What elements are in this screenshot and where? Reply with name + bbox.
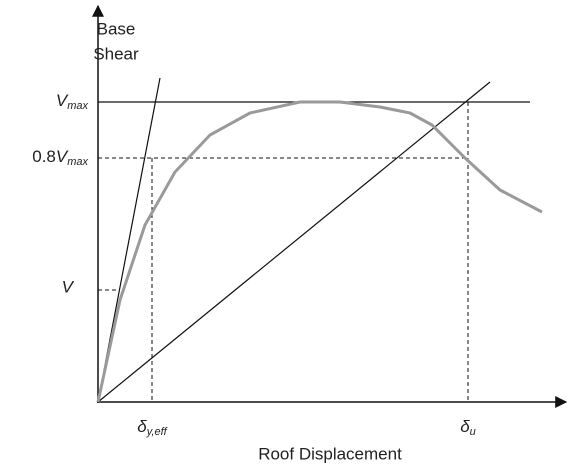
y-axis-label: Shear (93, 44, 139, 63)
delta-u-label: δu (460, 417, 476, 437)
delta-y-label: δy,eff (137, 417, 167, 437)
label-main: δ (137, 417, 147, 436)
y-axis-label: Base (97, 19, 136, 38)
x-axis-label: Roof Displacement (258, 444, 402, 463)
label-main: V (56, 91, 69, 110)
v-label: V (62, 277, 75, 296)
label-sub: max (67, 156, 88, 168)
label-prefix: 0.8 (32, 147, 56, 166)
label-sub: y,eff (146, 426, 168, 438)
pushover-curve (96, 100, 543, 403)
08vmax-label: 0.8Vmax (32, 147, 88, 167)
label-main: δ (460, 417, 470, 436)
label-sub: max (67, 100, 88, 112)
vmax-label: Vmax (56, 91, 89, 111)
secant-line (97, 81, 491, 403)
label-sub: u (470, 426, 476, 438)
label-main: V (56, 147, 69, 166)
